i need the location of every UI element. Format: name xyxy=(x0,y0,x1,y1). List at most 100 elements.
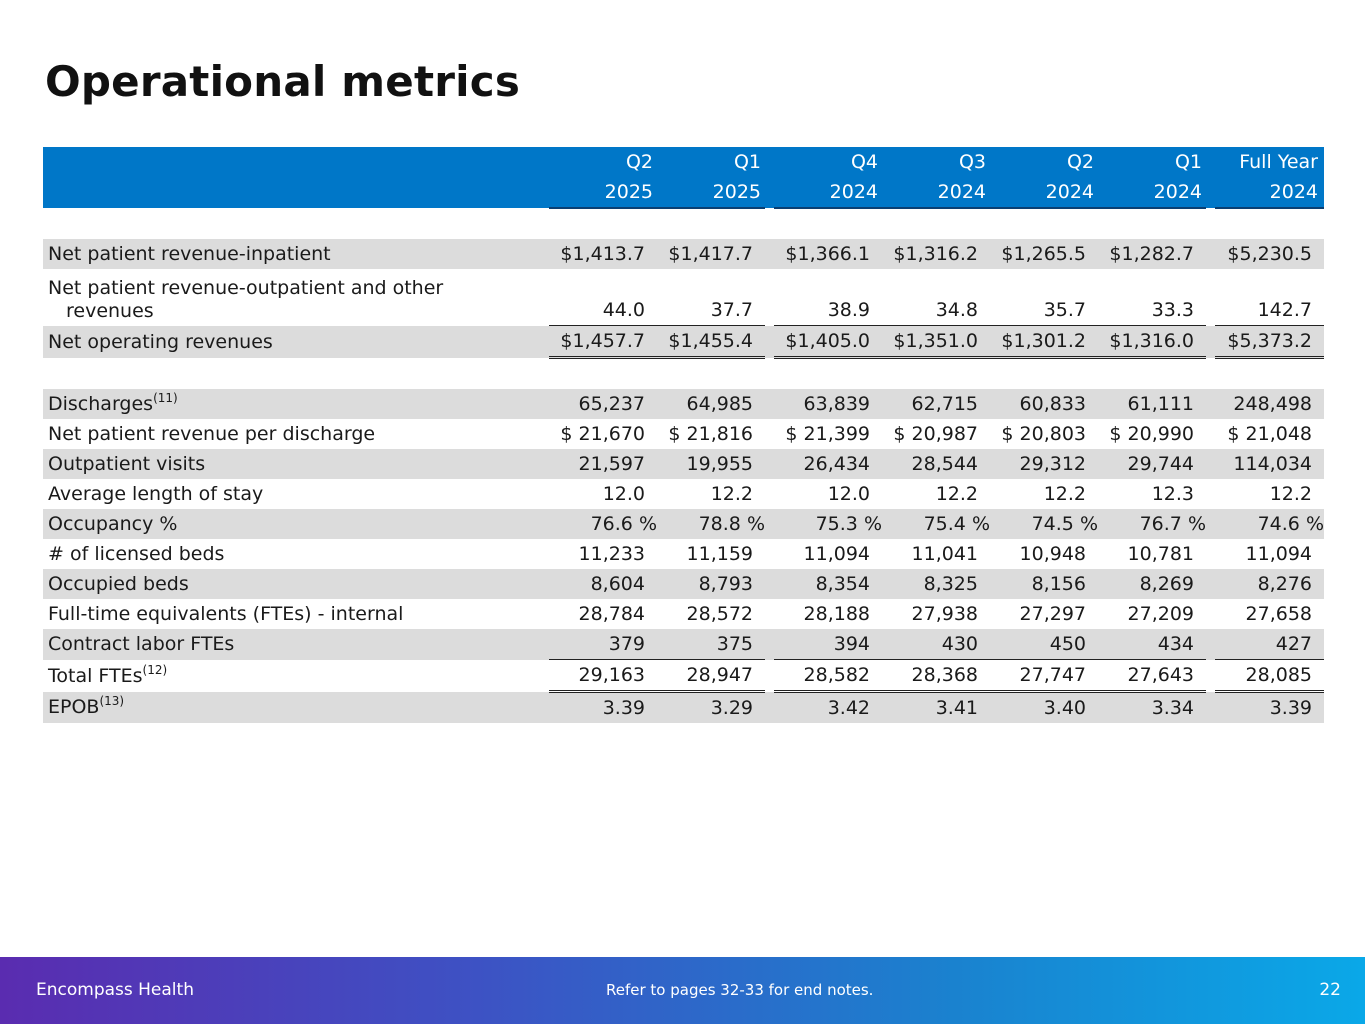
cell-value: 28,784 xyxy=(578,603,645,625)
cell-value: 375 xyxy=(657,629,765,660)
footnote-marker: (12) xyxy=(142,662,168,677)
cell-value: 21,597 xyxy=(549,449,657,479)
cell-value: $1,301.2 xyxy=(990,325,1098,359)
cell-value: 3.42 xyxy=(774,691,882,723)
operational-metrics-table-container: Q2 2025 Q1 2025 Q4 2024 Q3 2024 Q2 2024 … xyxy=(43,147,1324,723)
column-header-q1-2025: Q1 2025 xyxy=(657,147,765,209)
header-label-blank xyxy=(43,147,549,208)
cell-value: 33.3 xyxy=(1098,269,1206,326)
table-row: EPOB(13) 3.39 3.29 3.42 3.41 3.40 3.34 3… xyxy=(43,691,1324,723)
cell-value: 75.3 % xyxy=(774,509,882,539)
cell-value: 63,839 xyxy=(774,389,882,419)
cell-value: 8,325 xyxy=(882,569,990,599)
column-header-q3-2024: Q3 2024 xyxy=(882,147,990,209)
table-row: Occupied beds 8,604 8,793 8,354 8,325 8,… xyxy=(43,569,1324,599)
cell-value: 76.6 % xyxy=(549,509,657,539)
cell-value: 3.40 xyxy=(990,691,1098,723)
column-header-full-year-2024: Full Year 2024 xyxy=(1215,147,1324,209)
row-label: Discharges(11) xyxy=(43,389,549,419)
cell-value: 10,781 xyxy=(1127,543,1194,565)
cell-value: $1,316.2 xyxy=(882,239,990,269)
cell-value: 12.2 xyxy=(710,483,753,505)
cell-value: $ 21,399 xyxy=(785,423,870,445)
cell-value: 3.29 xyxy=(657,691,765,723)
cell-value: 65,237 xyxy=(549,389,657,419)
cell-value: 12.0 xyxy=(602,483,645,505)
cell-value: 38.9 xyxy=(774,269,882,326)
cell-value: 12.2 xyxy=(935,483,978,505)
cell-value: $5,230.5 xyxy=(1215,239,1324,269)
cell-value: 27,209 xyxy=(1127,603,1194,625)
spacer-row xyxy=(43,208,1324,239)
table-row: Contract labor FTEs 379 375 394 430 450 … xyxy=(43,629,1324,660)
cell-value: 28,582 xyxy=(774,659,882,693)
cell-value: $1,351.0 xyxy=(882,325,990,359)
cell-value: 28,085 xyxy=(1215,659,1324,693)
cell-value: 74.5 % xyxy=(990,509,1098,539)
table-row: Total FTEs(12) 29,163 28,947 28,582 28,3… xyxy=(43,659,1324,693)
cell-value: 44.0 xyxy=(549,269,657,326)
row-label: Average length of stay xyxy=(48,483,264,505)
row-label: Net patient revenue-outpatient and other… xyxy=(48,276,444,322)
cell-value: 76.7 % xyxy=(1098,509,1206,539)
cell-value: 29,744 xyxy=(1098,449,1206,479)
cell-value: $ 20,987 xyxy=(893,423,978,445)
cell-value: 8,156 xyxy=(990,569,1098,599)
row-label: Full-time equivalents (FTEs) - internal xyxy=(48,603,404,625)
column-header-q2-2025: Q2 2025 xyxy=(549,147,657,209)
cell-value: 29,312 xyxy=(990,449,1098,479)
cell-value: $ 20,803 xyxy=(1001,423,1086,445)
cell-value: 29,163 xyxy=(549,659,657,693)
cell-value: 11,094 xyxy=(1245,543,1312,565)
cell-value: $ 21,048 xyxy=(1227,423,1312,445)
table-row: Full-time equivalents (FTEs) - internal … xyxy=(43,599,1324,629)
cell-value: 12.2 xyxy=(1043,483,1086,505)
cell-value: 3.41 xyxy=(882,691,990,723)
row-label: Net patient revenue-inpatient xyxy=(43,239,549,269)
cell-value: $1,316.0 xyxy=(1098,325,1206,359)
cell-value: 8,604 xyxy=(549,569,657,599)
cell-value: $1,457.7 xyxy=(549,325,657,359)
cell-value: 27,747 xyxy=(990,659,1098,693)
cell-value: 3.39 xyxy=(549,691,657,723)
table-row: Net patient revenue-inpatient $1,413.7 $… xyxy=(43,239,1324,269)
table-row: Discharges(11) 65,237 64,985 63,839 62,7… xyxy=(43,389,1324,419)
cell-value: 434 xyxy=(1098,629,1206,660)
cell-value: $1,405.0 xyxy=(774,325,882,359)
cell-value: 11,233 xyxy=(578,543,645,565)
cell-value: 450 xyxy=(990,629,1098,660)
cell-value: 27,297 xyxy=(1019,603,1086,625)
footnote-marker: (13) xyxy=(99,694,125,709)
page-number: 22 xyxy=(1319,980,1341,1000)
column-header-row: Q2 2025 Q1 2025 Q4 2024 Q3 2024 Q2 2024 … xyxy=(43,147,1324,209)
cell-value: 62,715 xyxy=(882,389,990,419)
cell-value: 28,544 xyxy=(882,449,990,479)
cell-value: 28,572 xyxy=(686,603,753,625)
footnote-marker: (11) xyxy=(153,391,178,405)
row-label: # of licensed beds xyxy=(48,543,225,565)
cell-value: 8,793 xyxy=(657,569,765,599)
cell-value: 28,368 xyxy=(882,659,990,693)
cell-value: 248,498 xyxy=(1215,389,1324,419)
table-row: Net operating revenues $1,457.7 $1,455.4… xyxy=(43,325,1324,359)
table-row: Net patient revenue-outpatient and other… xyxy=(43,269,1324,326)
cell-value: $1,282.7 xyxy=(1098,239,1206,269)
cell-value: $1,413.7 xyxy=(549,239,657,269)
cell-value: 27,658 xyxy=(1245,603,1312,625)
cell-value: $5,373.2 xyxy=(1215,325,1324,359)
row-label: Net operating revenues xyxy=(43,325,549,358)
column-header-q1-2024: Q1 2024 xyxy=(1098,147,1206,209)
cell-value: 19,955 xyxy=(657,449,765,479)
row-label: Net patient revenue per discharge xyxy=(48,423,376,445)
cell-value: 28,947 xyxy=(657,659,765,693)
header-gap xyxy=(765,147,774,208)
operational-metrics-table: Q2 2025 Q1 2025 Q4 2024 Q3 2024 Q2 2024 … xyxy=(43,147,1324,723)
row-label: Outpatient visits xyxy=(43,449,549,479)
row-label: Total FTEs(12) xyxy=(48,662,168,687)
cell-value: 78.8 % xyxy=(657,509,765,539)
cell-value: 12.3 xyxy=(1151,483,1194,505)
cell-value: 64,985 xyxy=(657,389,765,419)
cell-value: 427 xyxy=(1215,629,1324,660)
cell-value: 37.7 xyxy=(657,269,765,326)
cell-value: 74.6 % xyxy=(1215,509,1324,539)
